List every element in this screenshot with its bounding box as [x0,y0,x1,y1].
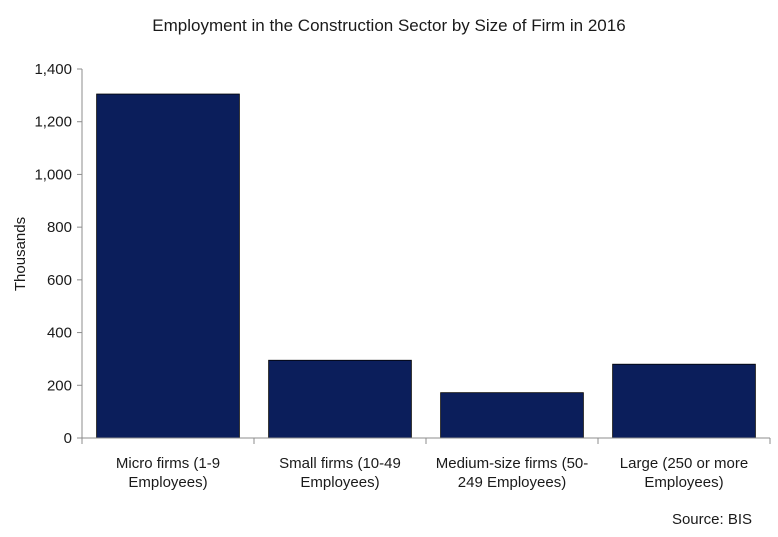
x-category-label: Medium-size firms (50-249 Employees) [436,455,589,491]
y-tick-label: 400 [47,325,72,342]
y-tick-label: 200 [47,377,72,394]
bar [440,392,584,439]
x-category-label: Large (250 or more Employees) [620,455,748,491]
bar [268,359,412,439]
bar [612,363,756,439]
source-note: Source: BIS [672,511,752,528]
chart-title: Employment in the Construction Sector by… [152,16,625,35]
bars-group [96,93,756,439]
y-tick-label: 1,000 [34,166,72,183]
y-axis-ticks: 0 200 400 600 800 1,000 1,200 1,400 [34,61,82,447]
y-tick-label: 1,400 [34,61,72,78]
y-tick-label: 1,200 [34,114,72,131]
x-category-label: Micro firms (1-9 Employees) [116,455,220,491]
y-tick-label: 600 [47,272,72,289]
y-tick-label: 0 [64,430,72,447]
y-axis-title: Thousands [12,217,29,291]
x-category-label: Small firms (10-49 Employees) [279,455,401,491]
y-tick-label: 800 [47,219,72,236]
x-axis-labels: Micro firms (1-9 Employees) Small firms (1… [116,455,748,491]
x-axis-ticks [81,438,771,444]
bar [96,93,240,439]
